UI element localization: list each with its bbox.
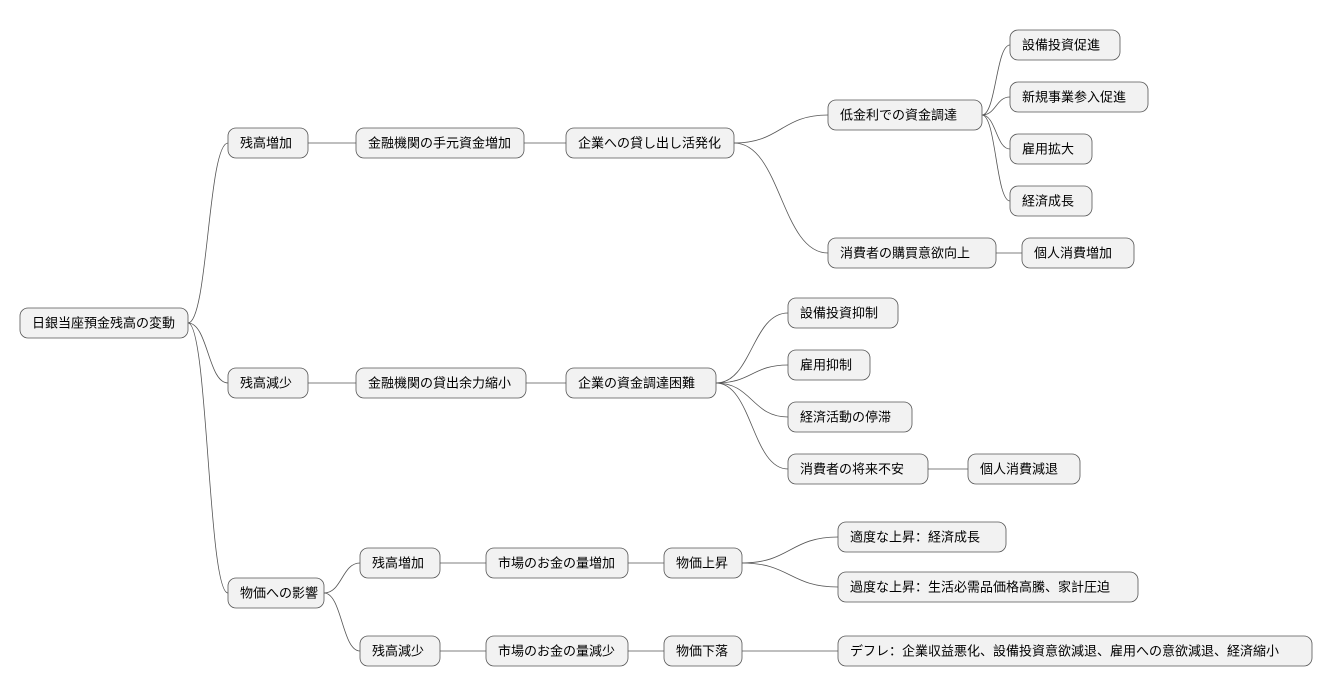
tree-node: 個人消費増加 xyxy=(1022,238,1134,268)
tree-node: 低金利での資金調達 xyxy=(828,100,982,130)
node-label: 残高減少 xyxy=(240,375,292,390)
node-label: 消費者の購買意欲向上 xyxy=(840,245,970,260)
edge xyxy=(716,313,788,383)
node-label: 個人消費減退 xyxy=(980,461,1058,476)
edge xyxy=(324,593,360,651)
tree-node: 物価上昇 xyxy=(664,548,742,578)
node-label: デフレ：企業収益悪化、設備投資意欲減退、雇用への意欲減退、経済縮小 xyxy=(850,643,1279,658)
node-label: 物価への影響 xyxy=(240,585,318,600)
node-label: 設備投資促進 xyxy=(1022,37,1100,52)
tree-node: 残高増加 xyxy=(228,128,308,158)
node-label: 適度な上昇：経済成長 xyxy=(850,529,980,544)
node-label: 低金利での資金調達 xyxy=(840,107,957,122)
tree-node: 経済成長 xyxy=(1010,186,1092,216)
node-label: 経済活動の停滞 xyxy=(800,409,891,424)
edge xyxy=(742,563,838,587)
node-label: 残高減少 xyxy=(372,643,424,658)
node-label: 雇用拡大 xyxy=(1022,141,1074,156)
tree-diagram: 日銀当座預金残高の変動残高増加金融機関の手元資金増加企業への貸し出し活発化低金利… xyxy=(0,0,1328,696)
tree-node: 雇用拡大 xyxy=(1010,134,1092,164)
edge xyxy=(982,115,1010,201)
edge xyxy=(188,143,228,323)
tree-node: 適度な上昇：経済成長 xyxy=(838,522,1006,552)
edge xyxy=(734,115,828,143)
node-label: 設備投資抑制 xyxy=(800,305,878,320)
node-label: 物価上昇 xyxy=(676,555,728,570)
node-label: 経済成長 xyxy=(1022,193,1074,208)
tree-node: 残高増加 xyxy=(360,548,440,578)
edge xyxy=(982,115,1010,149)
tree-node: 設備投資促進 xyxy=(1010,30,1120,60)
tree-node: 残高減少 xyxy=(228,368,308,398)
edge xyxy=(188,323,228,593)
node-label: 残高増加 xyxy=(240,135,292,150)
tree-node: 企業への貸し出し活発化 xyxy=(566,128,734,158)
tree-node: 残高減少 xyxy=(360,636,440,666)
tree-node: 消費者の将来不安 xyxy=(788,454,928,484)
tree-node: 物価下落 xyxy=(664,636,742,666)
node-label: 金融機関の手元資金増加 xyxy=(368,135,511,150)
tree-node: 経済活動の停滞 xyxy=(788,402,912,432)
tree-node: 過度な上昇：生活必需品価格高騰、家計圧迫 xyxy=(838,572,1138,602)
tree-node: 日銀当座預金残高の変動 xyxy=(20,308,188,338)
edge xyxy=(716,383,788,417)
edge xyxy=(734,143,828,253)
tree-node: 市場のお金の量増加 xyxy=(486,548,628,578)
node-label: 企業の資金調達困難 xyxy=(578,375,695,390)
tree-node: 消費者の購買意欲向上 xyxy=(828,238,996,268)
edge xyxy=(742,537,838,563)
edge xyxy=(716,383,788,469)
node-label: 日銀当座預金残高の変動 xyxy=(32,315,175,330)
edge xyxy=(324,563,360,593)
node-label: 新規事業参入促進 xyxy=(1022,89,1126,104)
node-label: 市場のお金の量減少 xyxy=(498,643,615,658)
node-label: 企業への貸し出し活発化 xyxy=(578,135,721,150)
tree-node: 市場のお金の量減少 xyxy=(486,636,628,666)
node-label: 消費者の将来不安 xyxy=(800,461,904,476)
node-label: 残高増加 xyxy=(372,555,424,570)
tree-node: 金融機関の手元資金増加 xyxy=(356,128,524,158)
edge xyxy=(982,45,1010,115)
tree-node: 物価への影響 xyxy=(228,578,324,608)
node-label: 市場のお金の量増加 xyxy=(498,555,615,570)
tree-node: 新規事業参入促進 xyxy=(1010,82,1148,112)
node-label: 過度な上昇：生活必需品価格高騰、家計圧迫 xyxy=(850,579,1110,594)
tree-node: 個人消費減退 xyxy=(968,454,1080,484)
node-label: 個人消費増加 xyxy=(1034,245,1112,260)
tree-node: 設備投資抑制 xyxy=(788,298,898,328)
tree-node: 企業の資金調達困難 xyxy=(566,368,716,398)
tree-node: デフレ：企業収益悪化、設備投資意欲減退、雇用への意欲減退、経済縮小 xyxy=(838,636,1312,666)
node-label: 雇用抑制 xyxy=(800,357,852,372)
tree-node: 金融機関の貸出余力縮小 xyxy=(356,368,526,398)
node-label: 金融機関の貸出余力縮小 xyxy=(368,375,511,390)
node-label: 物価下落 xyxy=(676,643,728,658)
tree-node: 雇用抑制 xyxy=(788,350,870,380)
